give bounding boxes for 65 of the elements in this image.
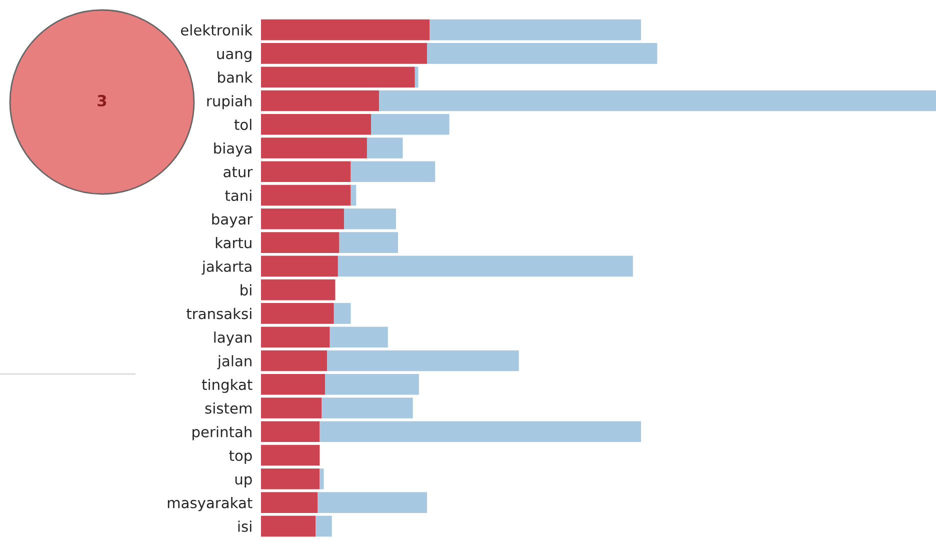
bar bbox=[261, 90, 380, 112]
text: 3 bbox=[98, 94, 106, 106]
bar bbox=[350, 161, 436, 182]
y-tick-label: tani bbox=[225, 190, 252, 202]
y-tick-label: top bbox=[229, 450, 252, 464]
y-tick-label: tingkat bbox=[202, 378, 252, 393]
y-tick-label: elektronik bbox=[180, 24, 253, 36]
bar bbox=[371, 114, 450, 135]
bar bbox=[320, 421, 642, 442]
bar bbox=[261, 350, 328, 372]
bar bbox=[414, 66, 418, 88]
y-tick-label: isi bbox=[238, 520, 252, 532]
y-tick-label: layan bbox=[214, 332, 252, 346]
bar bbox=[379, 90, 936, 112]
bar bbox=[261, 208, 344, 230]
y-tick-label: jakarta bbox=[202, 260, 252, 275]
y-tick-label: transaksi bbox=[186, 308, 252, 320]
bar bbox=[322, 398, 413, 418]
y-tick-label: rupiah bbox=[207, 95, 252, 110]
y-tick-label: biaya bbox=[214, 142, 252, 157]
bar bbox=[316, 516, 332, 537]
bar bbox=[261, 374, 326, 395]
bar bbox=[261, 516, 316, 537]
y-tick-label: up bbox=[235, 476, 252, 488]
bar bbox=[330, 326, 388, 348]
bar bbox=[318, 492, 428, 513]
bar bbox=[261, 161, 351, 182]
y-tick-label: perintah bbox=[192, 426, 252, 440]
bar bbox=[261, 492, 318, 513]
bar bbox=[261, 184, 351, 206]
bar bbox=[366, 138, 403, 158]
bar bbox=[261, 398, 322, 418]
y-tick-label: tol bbox=[234, 118, 252, 130]
bar bbox=[261, 66, 415, 88]
y-tick-label: sistem bbox=[205, 402, 252, 414]
bar bbox=[339, 232, 398, 253]
bar bbox=[261, 444, 320, 466]
y-tick-label: masyarakat bbox=[168, 497, 252, 512]
bar bbox=[261, 468, 320, 490]
bar bbox=[427, 43, 658, 64]
bar bbox=[261, 114, 372, 135]
bar bbox=[325, 374, 419, 395]
y-tick-label: atur bbox=[224, 166, 253, 178]
y-tick-label: jalan bbox=[217, 355, 252, 370]
bar bbox=[261, 303, 334, 324]
bar bbox=[327, 350, 519, 372]
bar bbox=[261, 279, 336, 300]
bar bbox=[261, 19, 430, 40]
bar bbox=[261, 326, 330, 348]
bar bbox=[261, 232, 340, 253]
y-tick-label: bayar bbox=[212, 213, 253, 228]
y-tick-label: uang bbox=[217, 50, 252, 62]
y-tick-label: kartu bbox=[216, 237, 252, 248]
y-tick-label: bank bbox=[218, 72, 253, 83]
bar bbox=[350, 184, 356, 206]
y-tick-label: bi bbox=[240, 284, 252, 296]
bar bbox=[334, 303, 351, 324]
bar bbox=[430, 19, 642, 40]
bar bbox=[344, 208, 396, 230]
bar bbox=[338, 256, 633, 277]
bar bbox=[261, 421, 320, 442]
bar bbox=[320, 468, 324, 490]
bar bbox=[261, 256, 338, 277]
bar bbox=[261, 43, 428, 64]
bar bbox=[261, 138, 367, 158]
